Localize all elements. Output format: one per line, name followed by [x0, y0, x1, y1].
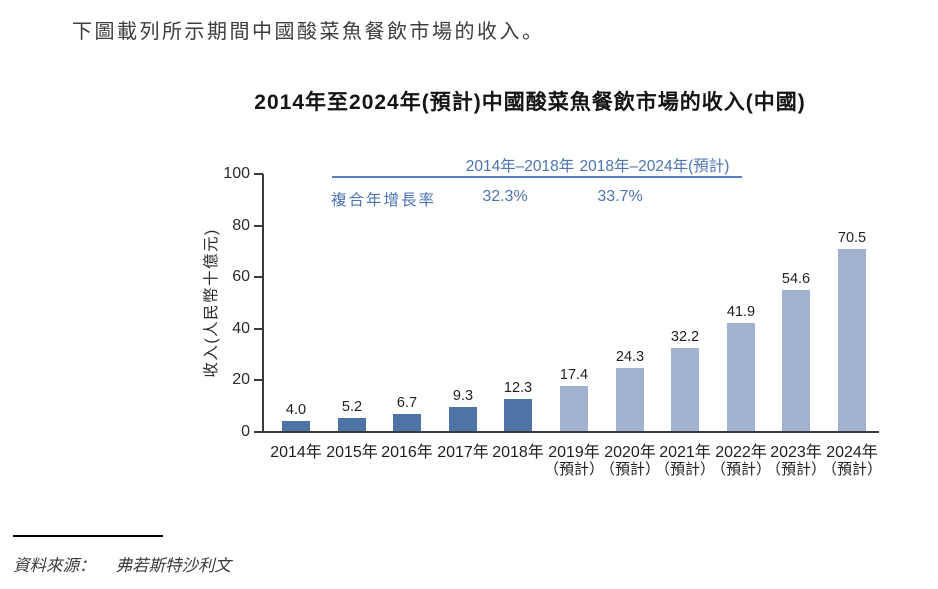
cagr-period-2-range: 2018年–2024年(預計)	[579, 158, 730, 175]
source-divider	[13, 535, 163, 537]
y-axis-label: 收入(人民幣十億元)	[203, 228, 220, 378]
x-axis-line	[262, 431, 879, 433]
y-tick-label: 60	[232, 268, 250, 285]
x-tick-sublabel: （預計）	[821, 461, 882, 478]
x-tick-sublabel: （預計）	[599, 461, 660, 478]
bar	[727, 323, 755, 431]
x-tick-label: 2015年	[326, 444, 378, 461]
x-tick-sublabel: （預計）	[543, 461, 604, 478]
y-tick-label: 20	[232, 371, 250, 388]
bar	[560, 386, 588, 431]
y-tick	[254, 431, 263, 433]
bar	[671, 348, 699, 431]
y-tick-label: 100	[223, 165, 250, 182]
bar	[393, 414, 421, 431]
bar	[338, 418, 366, 431]
bar-value-label: 9.3	[452, 388, 474, 404]
bar-value-label: 32.2	[670, 329, 700, 345]
bar	[504, 399, 532, 431]
x-tick-label: 2014年	[270, 444, 322, 461]
y-axis-line	[262, 174, 264, 432]
bar	[838, 249, 866, 431]
cagr-value-1: 32.3%	[482, 188, 528, 205]
y-tick-label: 0	[241, 423, 250, 440]
x-tick-sublabel: （預計）	[765, 461, 826, 478]
cagr-underline	[332, 176, 742, 178]
x-tick-label: 2018年	[492, 444, 544, 461]
x-tick-label: 2020年	[604, 444, 656, 461]
bar-value-label: 12.3	[503, 380, 533, 396]
cagr-value-2: 33.7%	[597, 188, 643, 205]
chart-title: 2014年至2024年(預計)中國酸菜魚餐飲市場的收入(中國)	[254, 91, 806, 114]
y-tick	[254, 225, 263, 227]
bar	[449, 407, 477, 431]
y-tick	[254, 173, 263, 175]
bar-value-label: 5.2	[341, 399, 363, 415]
source-text: 弗若斯特沙利文	[115, 557, 232, 575]
bar-value-label: 41.9	[726, 304, 756, 320]
x-tick-label: 2016年	[381, 444, 433, 461]
y-tick-label: 80	[232, 217, 250, 234]
intro-text: 下圖載列所示期間中國酸菜魚餐飲市場的收入。	[72, 21, 545, 43]
x-tick-label: 2017年	[437, 444, 489, 461]
source-label: 資料來源：	[13, 557, 96, 575]
bar	[782, 290, 810, 431]
bar-value-label: 17.4	[559, 367, 589, 383]
y-tick-label: 40	[232, 320, 250, 337]
cagr-label: 複合年增長率	[331, 192, 437, 209]
x-tick-label: 2019年	[548, 444, 600, 461]
bar-value-label: 70.5	[837, 230, 867, 246]
x-tick-label: 2022年	[715, 444, 767, 461]
y-tick	[254, 328, 263, 330]
bar-value-label: 24.3	[615, 349, 645, 365]
x-tick-label: 2021年	[659, 444, 711, 461]
bar-value-label: 6.7	[396, 395, 418, 411]
x-tick-sublabel: （預計）	[654, 461, 715, 478]
cagr-period-1-range: 2014年–2018年	[465, 158, 575, 175]
x-tick-label: 2023年	[770, 444, 822, 461]
bar	[616, 368, 644, 431]
y-tick	[254, 276, 263, 278]
x-tick-sublabel: （預計）	[710, 461, 771, 478]
source-line: 資料來源： 弗若斯特沙利文	[13, 552, 231, 576]
bar	[282, 421, 310, 431]
x-tick-label: 2024年	[826, 444, 878, 461]
y-tick	[254, 379, 263, 381]
bar-value-label: 4.0	[285, 402, 307, 418]
bar-value-label: 54.6	[781, 271, 811, 287]
